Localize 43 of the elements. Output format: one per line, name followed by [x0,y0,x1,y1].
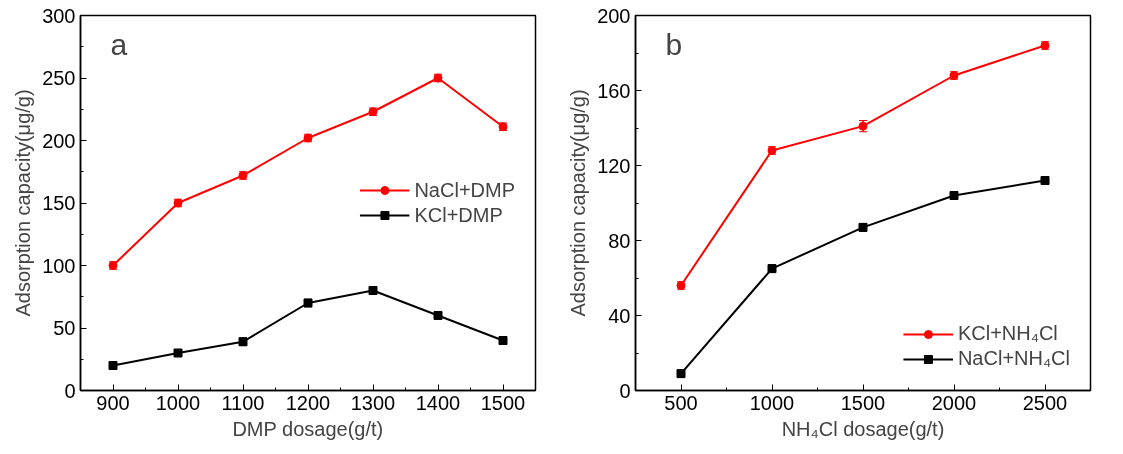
x-tick-label: 1500 [840,391,886,414]
x-tick-label: 1500 [480,391,526,414]
legend-label: KCl+NH₄Cl [957,322,1058,345]
point [498,336,508,345]
x-tick-label: 1000 [749,391,795,414]
y-tick-label: 120 [597,154,631,177]
x-tick-label: 500 [664,391,698,414]
x-tick-label: 1400 [415,391,461,414]
legend-label: NaCl+DMP [414,178,515,202]
x-tick-label: 1000 [155,391,201,414]
point [1040,176,1050,185]
legend-label: KCl+DMP [414,203,503,227]
y-axis-title: Adsorption capacity(μg/g) [567,89,590,317]
point [368,286,378,295]
x-tick-label: 900 [96,391,130,414]
y-tick-label: 200 [597,4,631,27]
point [173,348,183,358]
x-tick-label: 2000 [931,391,977,414]
x-axis-title: NH₄Cl dosage(g/t) [781,417,945,440]
x-tick-label: 1200 [285,391,331,414]
y-tick-label: 50 [53,317,76,339]
y-tick-label: 0 [64,379,76,402]
point [108,361,118,370]
point [433,311,443,320]
y-tick-label: 250 [42,67,76,89]
x-axis-title: DMP dosage(g/t) [232,417,384,440]
annotation: a [110,27,128,61]
annotation: b [665,27,683,61]
y-tick-label: 150 [42,192,76,214]
y-tick-label: 300 [42,4,76,27]
x-tick-label: 1100 [221,391,265,414]
y-tick-label: 0 [619,379,631,402]
point [949,191,959,200]
y-tick-label: 160 [597,79,631,102]
point [676,369,686,379]
y-tick-label: 40 [608,304,631,327]
y-tick-label: 80 [608,229,631,252]
x-tick-label: 2500 [1022,391,1068,414]
y-axis-title: Adsorption capacity(μg/g) [12,89,35,317]
y-tick-label: 100 [42,254,76,277]
y-tick-label: 200 [42,129,76,152]
legend-label: NaCl+NH₄Cl [957,347,1070,370]
x-tick-label: 1300 [350,391,396,414]
